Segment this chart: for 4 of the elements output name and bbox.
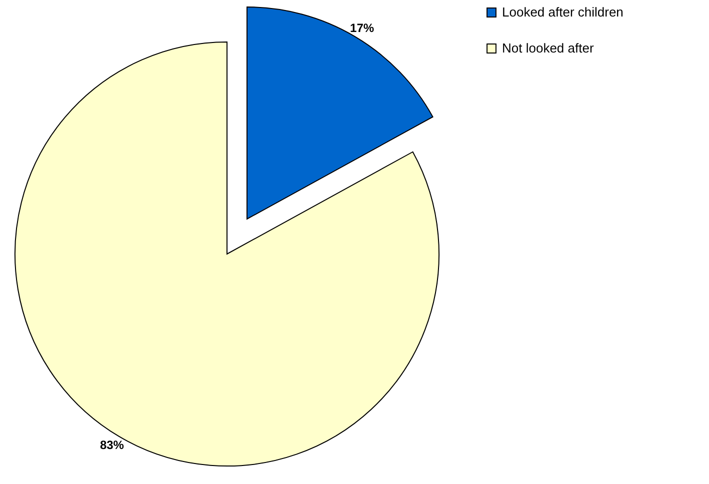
data-label: 83% xyxy=(100,438,124,452)
legend-label: Looked after children xyxy=(502,4,624,20)
data-label: 17% xyxy=(350,20,374,35)
legend-label: Not looked after xyxy=(502,40,594,56)
